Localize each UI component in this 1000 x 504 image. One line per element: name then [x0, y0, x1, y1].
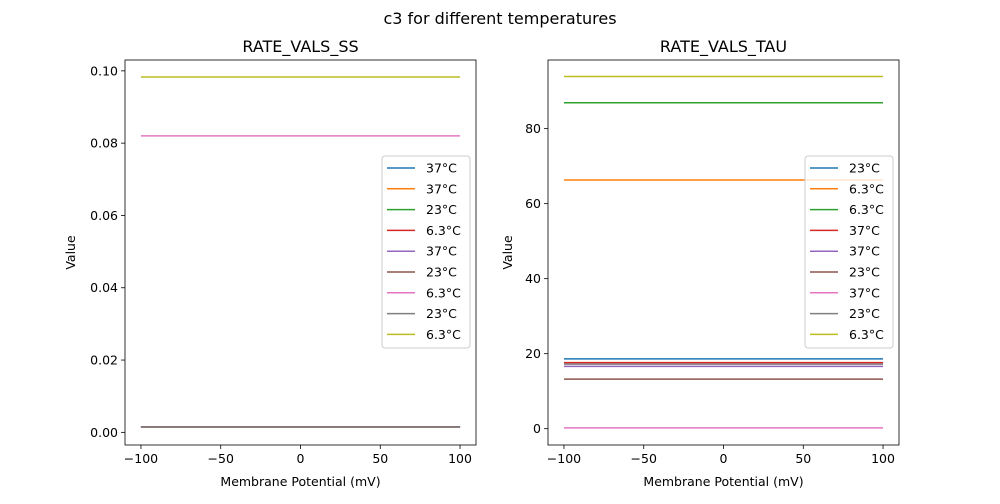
x-tick-label: −100	[124, 451, 158, 466]
x-tick-label: 100	[871, 451, 895, 466]
x-tick-label: 50	[372, 451, 388, 466]
legend-label: 6.3°C	[849, 181, 884, 196]
legend-label: 37°C	[426, 244, 457, 259]
y-tick-label: 0.08	[90, 136, 118, 151]
y-tick-label: 0	[533, 421, 541, 436]
legend-box	[381, 155, 471, 349]
subplot-title: RATE_VALS_TAU	[660, 37, 787, 57]
legend-label: 37°C	[849, 223, 880, 238]
y-axis-label: Value	[63, 235, 78, 270]
legend-label: 6.3°C	[426, 223, 461, 238]
y-tick-label: 0.06	[90, 208, 118, 223]
x-tick-label: 50	[795, 451, 811, 466]
x-tick-label: 100	[448, 451, 472, 466]
x-tick-label: −50	[631, 451, 657, 466]
legend-label: 23°C	[426, 306, 457, 321]
legend: 23°C 6.3°C 6.3°C 37°C 37°C 23°C 37°C 23°C 6.3°C	[804, 155, 894, 349]
y-tick-label: 20	[525, 346, 541, 361]
figure-title: c3 for different temperatures	[383, 9, 616, 28]
x-tick-label: −50	[208, 451, 234, 466]
y-tick-label: 0.02	[90, 353, 118, 368]
legend-label: 6.3°C	[426, 327, 461, 342]
y-tick-label: 0.00	[90, 425, 118, 440]
legend-label: 37°C	[849, 244, 880, 259]
x-axis-label: Membrane Potential (mV)	[220, 474, 380, 489]
legend-label: 37°C	[849, 285, 880, 300]
x-tick-label: −100	[547, 451, 581, 466]
y-tick-label: 0.04	[90, 280, 118, 295]
y-tick-label: 0.10	[90, 63, 118, 78]
x-axis-label: Membrane Potential (mV)	[643, 474, 803, 489]
legend: 37°C 37°C 23°C 6.3°C 37°C 23°C 6.3°C 23°C 6.3°C	[381, 155, 471, 349]
legend-label: 6.3°C	[849, 327, 884, 342]
x-tick-label: 0	[720, 451, 728, 466]
legend-label: 37°C	[426, 181, 457, 196]
legend-label: 23°C	[849, 265, 880, 280]
legend-label: 37°C	[426, 161, 457, 176]
legend-label: 23°C	[426, 265, 457, 280]
legend-label: 23°C	[849, 306, 880, 321]
subplot-title: RATE_VALS_SS	[242, 37, 358, 57]
subplot-1: −100 −50 0 50 100 0.00 0.02 0.04 0.06 0.08 0.10 RAT…	[63, 37, 477, 489]
legend-label: 23°C	[849, 161, 880, 176]
legend-label: 6.3°C	[849, 202, 884, 217]
subplot-2: −100 −50 0 50 100 0 20 40 60 80 RATE_VALS_TAU Membr…	[500, 37, 900, 489]
y-axis-label: Value	[500, 235, 515, 270]
legend-label: 23°C	[426, 202, 457, 217]
x-tick-label: 0	[297, 451, 305, 466]
legend-label: 6.3°C	[426, 285, 461, 300]
y-tick-label: 80	[525, 121, 541, 136]
y-tick-label: 40	[525, 271, 541, 286]
legend-box	[804, 155, 894, 349]
y-tick-label: 60	[525, 196, 541, 211]
